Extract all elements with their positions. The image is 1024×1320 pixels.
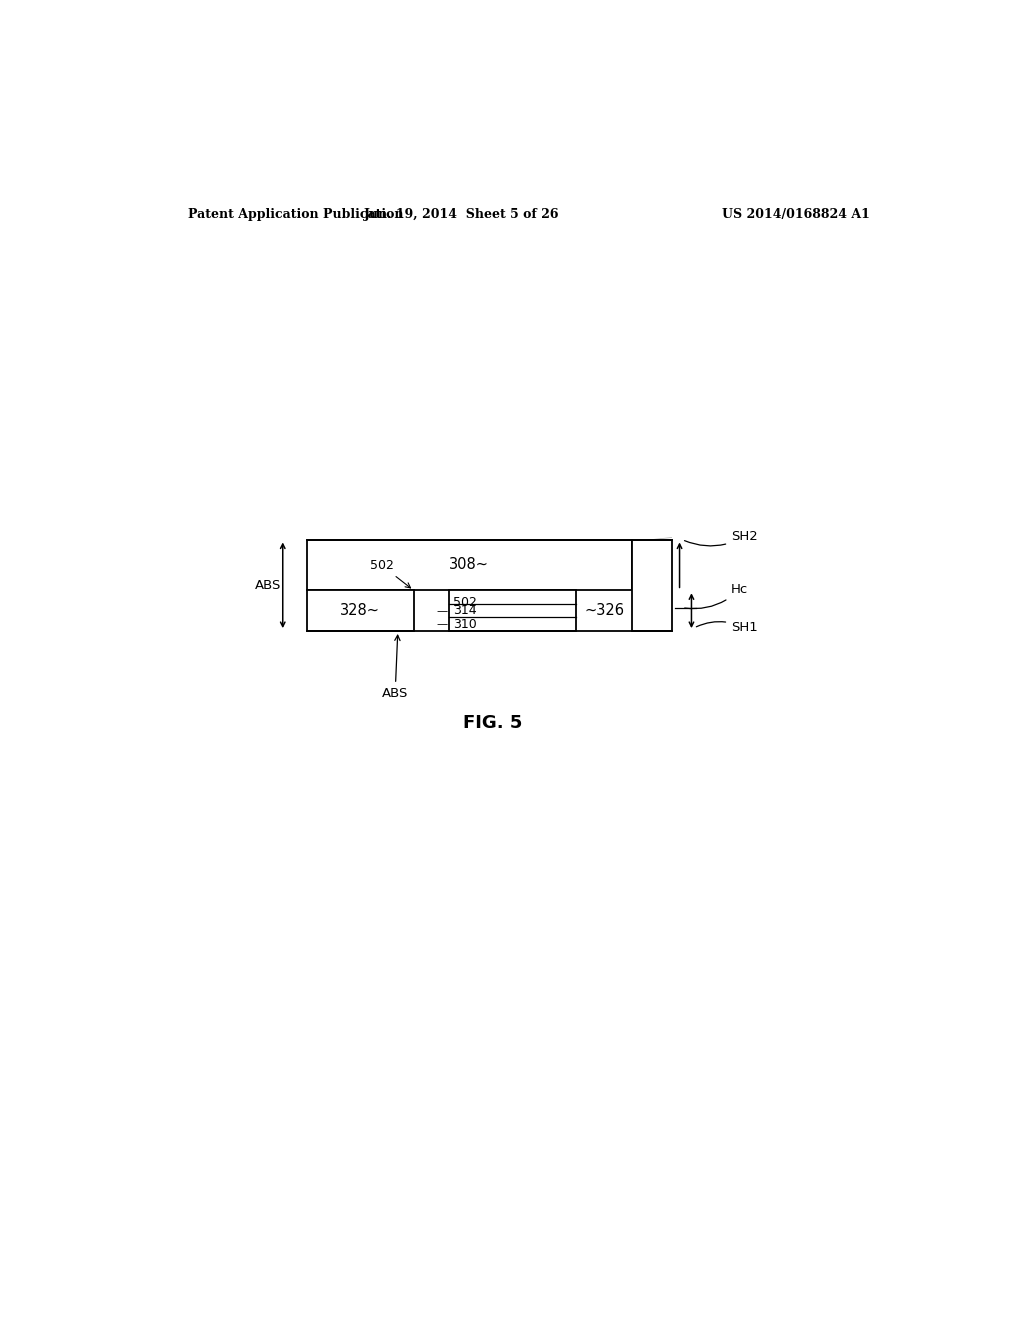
- Text: 502: 502: [453, 597, 476, 610]
- Bar: [306, 540, 632, 590]
- Text: FIG. 5: FIG. 5: [464, 714, 522, 731]
- Text: SH1: SH1: [696, 622, 758, 635]
- Bar: [632, 540, 672, 631]
- Text: Hc: Hc: [685, 583, 749, 609]
- Text: 314: 314: [453, 605, 476, 618]
- Text: 502: 502: [370, 560, 411, 587]
- Text: ABS: ABS: [255, 578, 282, 591]
- Text: 310: 310: [453, 618, 476, 631]
- Text: ~326: ~326: [584, 603, 625, 618]
- Text: Jun. 19, 2014  Sheet 5 of 26: Jun. 19, 2014 Sheet 5 of 26: [364, 207, 559, 220]
- Bar: [450, 590, 577, 631]
- Text: —: —: [436, 606, 447, 615]
- Text: 308~: 308~: [450, 557, 489, 573]
- Text: SH2: SH2: [684, 531, 758, 546]
- Text: ABS: ABS: [382, 635, 409, 700]
- Text: 328~: 328~: [340, 603, 380, 618]
- Text: Patent Application Publication: Patent Application Publication: [187, 207, 403, 220]
- Text: —: —: [436, 619, 447, 630]
- Bar: [306, 590, 414, 631]
- Text: US 2014/0168824 A1: US 2014/0168824 A1: [722, 207, 870, 220]
